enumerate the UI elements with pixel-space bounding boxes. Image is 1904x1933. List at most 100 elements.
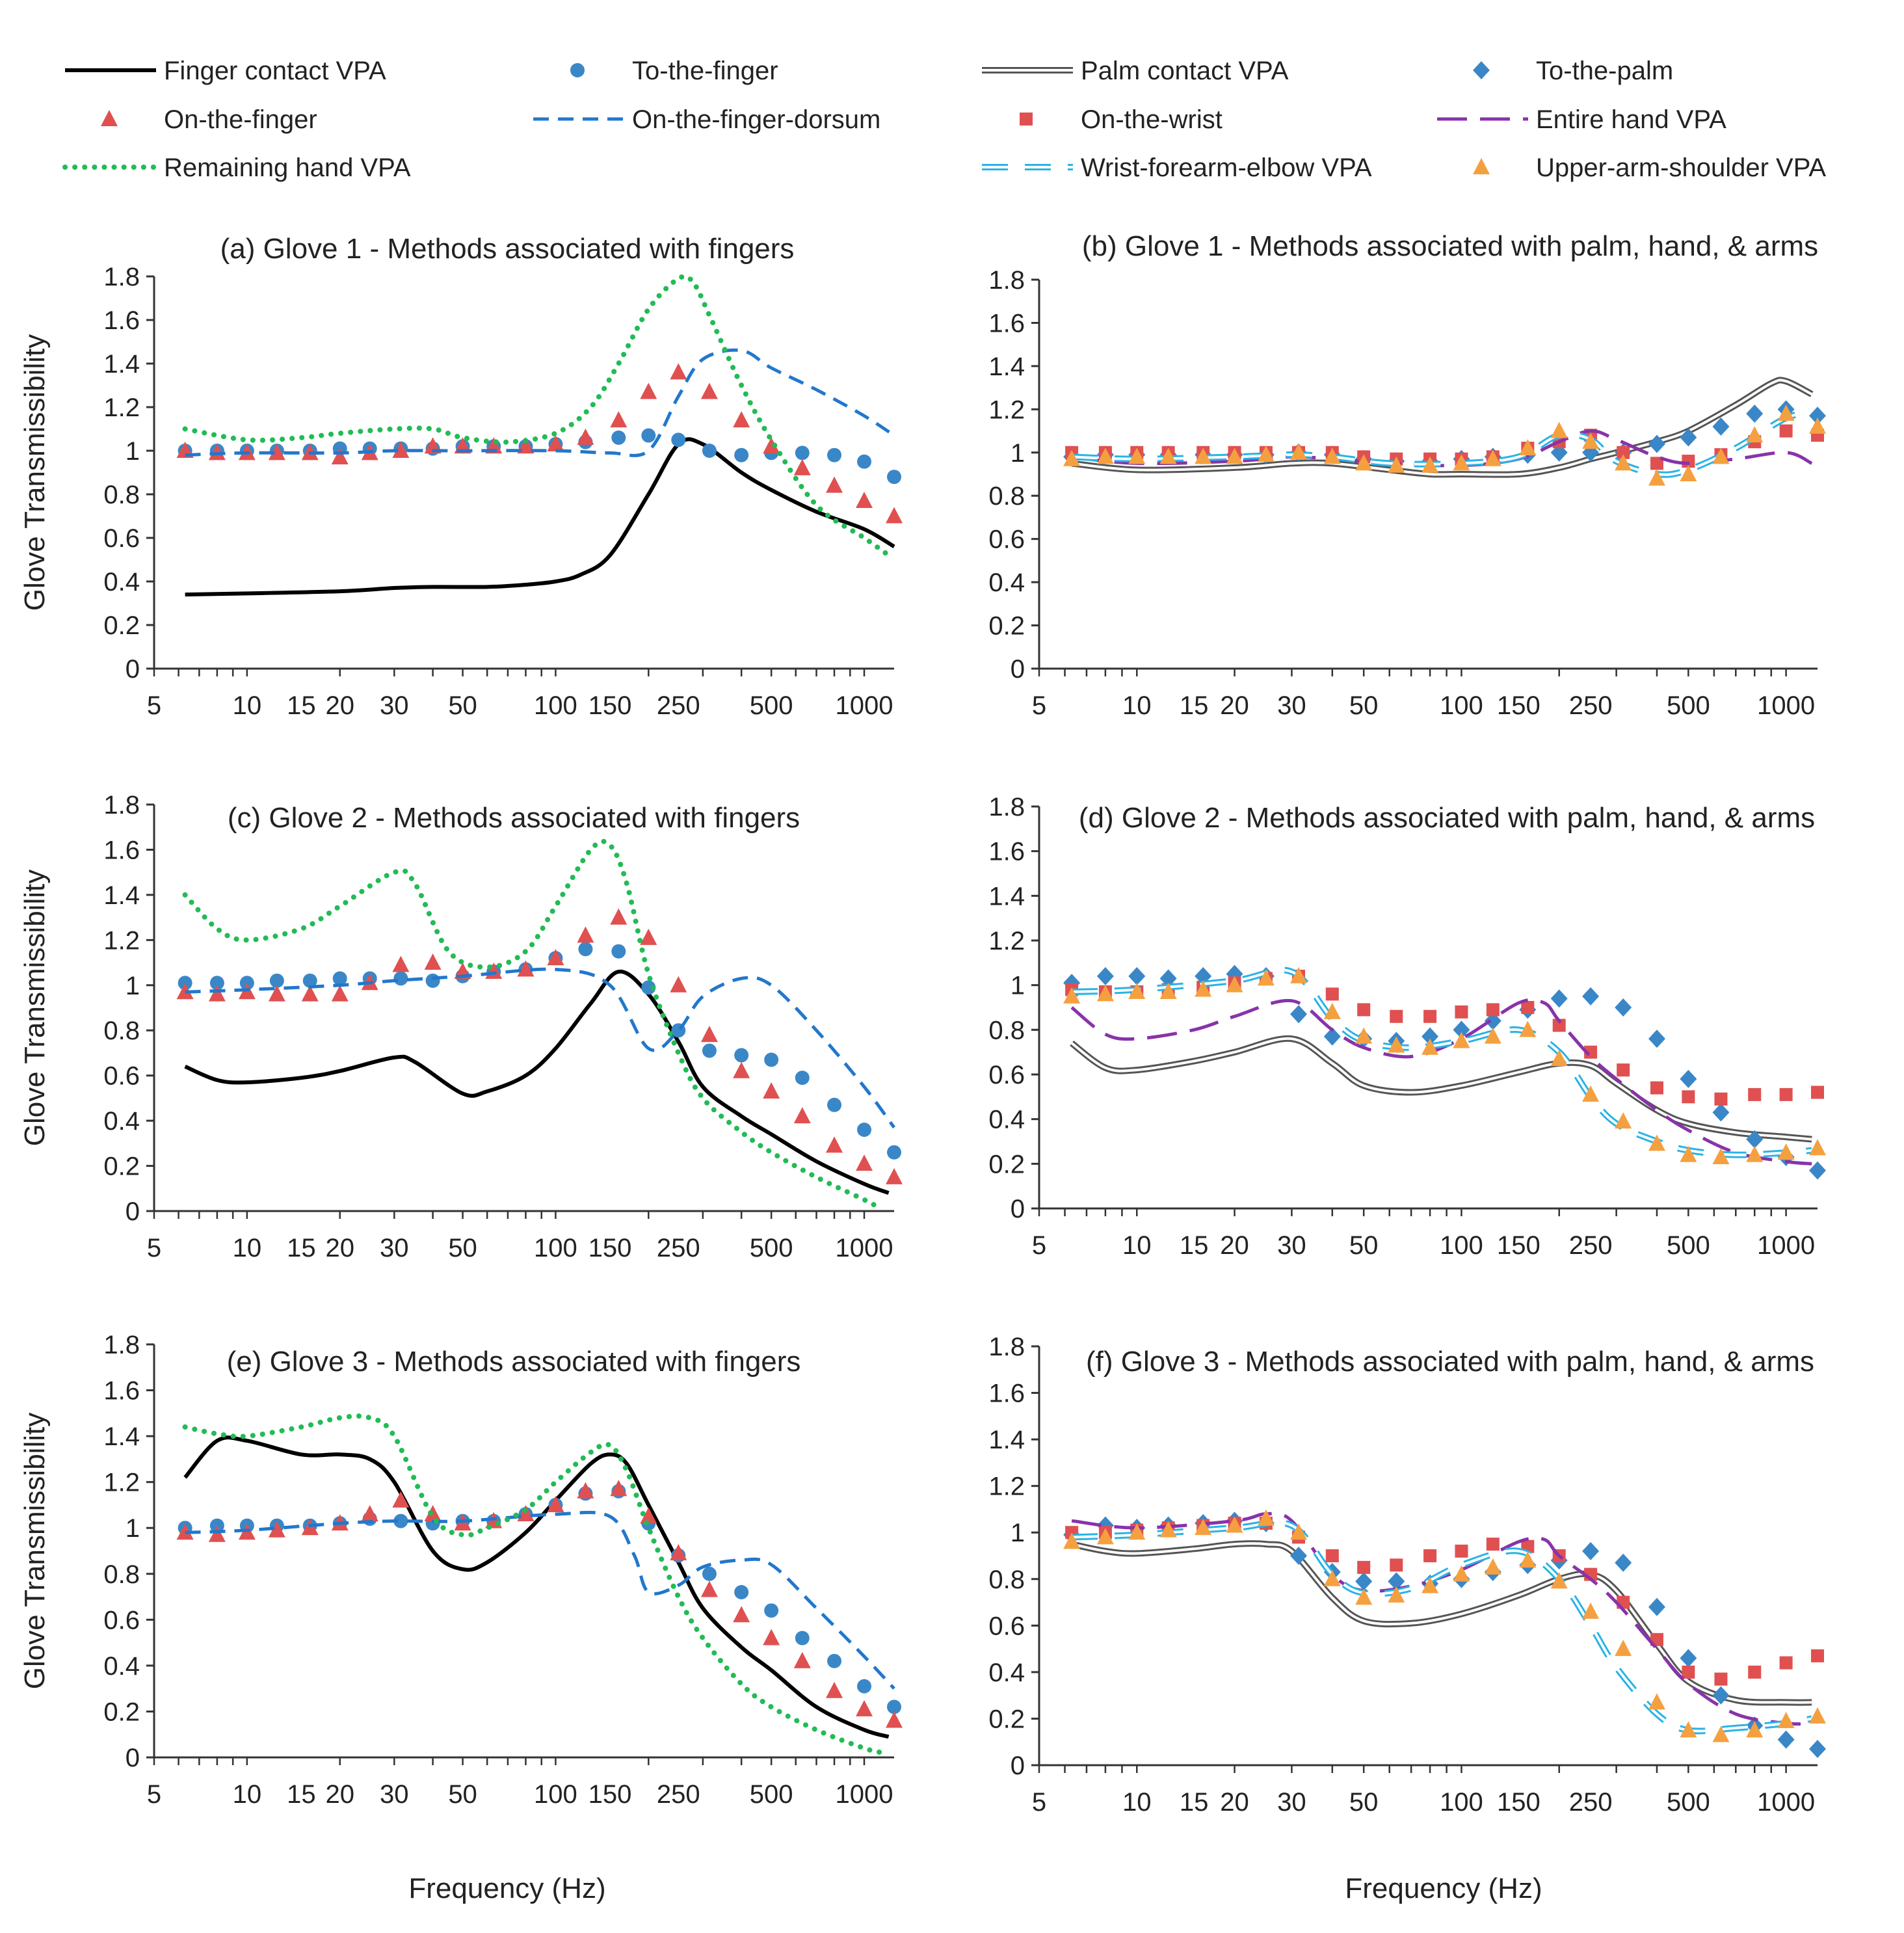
y-tick-label: 1 bbox=[126, 437, 140, 466]
data-point bbox=[827, 447, 842, 462]
y-tick-label: 1.6 bbox=[988, 309, 1025, 338]
data-point bbox=[763, 1082, 780, 1099]
data-point bbox=[887, 1145, 901, 1160]
x-tick-label: 150 bbox=[1497, 691, 1540, 720]
data-point bbox=[733, 411, 750, 428]
x-tick-label: 150 bbox=[1497, 1788, 1540, 1817]
data-point bbox=[1421, 1027, 1439, 1046]
x-tick-label: 10 bbox=[1122, 1788, 1152, 1817]
data-point bbox=[547, 949, 564, 966]
y-tick-label: 0.6 bbox=[103, 1606, 140, 1634]
data-point bbox=[1650, 1081, 1663, 1095]
data-point bbox=[1748, 1665, 1762, 1679]
series-palm-contact-vpa bbox=[1071, 1540, 1812, 1706]
y-tick-label: 0.2 bbox=[988, 1150, 1025, 1179]
data-point bbox=[1650, 457, 1663, 470]
data-point bbox=[1746, 404, 1764, 423]
series-remaining-hand-vpa bbox=[182, 273, 892, 558]
x-tick-label: 250 bbox=[657, 1780, 700, 1809]
data-point bbox=[670, 363, 687, 380]
data-point bbox=[208, 444, 226, 460]
data-point bbox=[1226, 447, 1243, 464]
legend-label: To-the-finger bbox=[632, 57, 778, 85]
y-axis-label: Glove Transmissibility bbox=[19, 1413, 51, 1689]
data-point bbox=[1484, 1011, 1501, 1030]
y-tick-label: 1.8 bbox=[103, 791, 140, 820]
series-line bbox=[185, 348, 895, 457]
series-line-inner bbox=[1071, 1541, 1812, 1704]
data-point bbox=[1746, 1145, 1764, 1162]
x-tick-label: 30 bbox=[380, 1234, 409, 1262]
data-point bbox=[857, 1679, 872, 1694]
series-palm-contact-vpa bbox=[1070, 1035, 1812, 1143]
y-tick-label: 0.2 bbox=[103, 1698, 140, 1726]
panel-d: (d) Glove 2 - Methods associated with pa… bbox=[988, 793, 1826, 1260]
y-tick-label: 0 bbox=[126, 1744, 140, 1772]
data-point bbox=[393, 1513, 408, 1528]
x-tick-label: 20 bbox=[325, 1780, 354, 1809]
data-point bbox=[886, 1167, 903, 1184]
data-point bbox=[793, 459, 811, 475]
data-point bbox=[1290, 1547, 1308, 1565]
series-line bbox=[182, 838, 880, 1210]
data-point bbox=[1712, 417, 1730, 436]
x-tick-label: 250 bbox=[1569, 1788, 1613, 1817]
data-point bbox=[1323, 447, 1341, 464]
legend: Finger contact VPA To-the-finger Palm cont… bbox=[62, 57, 1826, 182]
series-finger-contact-vpa bbox=[184, 969, 890, 1195]
data-point bbox=[1648, 1693, 1665, 1710]
series-on-the-finger-dorsum bbox=[185, 348, 895, 457]
x-tick-label: 100 bbox=[1440, 1788, 1483, 1817]
legend-swatch-upper-arm-shoulder-vpa bbox=[1473, 158, 1490, 174]
data-point bbox=[610, 411, 628, 428]
y-tick-label: 0.2 bbox=[988, 612, 1025, 641]
legend-label: On-the-finger-dorsum bbox=[632, 105, 880, 134]
data-point bbox=[887, 1700, 901, 1714]
series-entire-hand-vpa bbox=[1071, 1512, 1812, 1726]
data-point bbox=[1615, 1640, 1632, 1657]
data-point bbox=[1746, 1130, 1764, 1149]
chart-panels: (a) Glove 1 - Methods associated with fi… bbox=[19, 230, 1826, 1817]
data-point bbox=[1582, 1541, 1600, 1560]
x-tick-label: 250 bbox=[657, 691, 700, 720]
x-axis-label-right: Frequency (Hz) bbox=[1345, 1873, 1542, 1904]
data-point bbox=[392, 1491, 410, 1508]
y-tick-label: 0.4 bbox=[103, 1652, 140, 1681]
data-point bbox=[1582, 987, 1600, 1006]
data-point bbox=[1519, 1551, 1537, 1568]
data-point bbox=[1748, 1087, 1762, 1101]
series-line-inner bbox=[1071, 379, 1813, 476]
y-tick-label: 0.8 bbox=[103, 481, 140, 509]
y-tick-label: 1.2 bbox=[103, 393, 140, 422]
series-upper-arm-shoulder-vpa bbox=[1063, 966, 1826, 1165]
data-point bbox=[1195, 1519, 1212, 1536]
x-tick-label: 500 bbox=[1667, 1231, 1710, 1260]
y-tick-label: 1.8 bbox=[988, 793, 1025, 821]
data-point bbox=[700, 382, 718, 399]
data-point bbox=[208, 985, 226, 1002]
data-point bbox=[1486, 1538, 1500, 1551]
series-line bbox=[185, 967, 896, 1128]
data-point bbox=[1648, 1134, 1665, 1151]
data-point bbox=[1423, 1009, 1437, 1023]
y-tick-label: 0.2 bbox=[103, 611, 140, 640]
data-point bbox=[1809, 1161, 1826, 1180]
data-point bbox=[670, 976, 687, 993]
data-point bbox=[577, 428, 594, 445]
x-tick-label: 5 bbox=[1032, 691, 1046, 720]
data-point bbox=[268, 1521, 285, 1538]
data-point bbox=[856, 1154, 873, 1171]
y-tick-label: 1.6 bbox=[103, 836, 140, 864]
data-point bbox=[269, 973, 284, 988]
x-tick-label: 1000 bbox=[1757, 1788, 1815, 1817]
data-point bbox=[332, 971, 347, 986]
x-tick-label: 1000 bbox=[1757, 691, 1815, 720]
series-on-the-wrist bbox=[1065, 1516, 1824, 1686]
data-point bbox=[1809, 1139, 1826, 1156]
legend-marker bbox=[101, 110, 118, 126]
x-tick-label: 250 bbox=[657, 1234, 700, 1262]
data-point bbox=[1063, 987, 1081, 1004]
legend-item-finger-contact-vpa: Finger contact VPA bbox=[65, 57, 386, 85]
series-line bbox=[184, 969, 890, 1195]
data-point bbox=[1128, 966, 1146, 985]
